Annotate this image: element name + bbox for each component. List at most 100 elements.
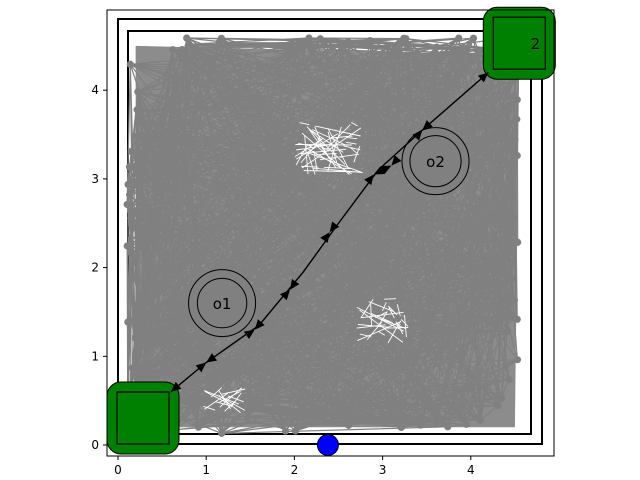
graph-node [505, 375, 513, 384]
graph-node [290, 46, 298, 54]
graph-node [462, 420, 470, 428]
obstacle-inner-ring [196, 277, 248, 329]
obstacle-inner-ring [409, 135, 462, 188]
graph-node [401, 193, 410, 201]
graph-node [494, 317, 503, 326]
path-arrowhead [289, 278, 300, 290]
graph-node [420, 318, 428, 326]
graph-sparse-gap [203, 387, 246, 413]
graph-node [302, 41, 310, 49]
graph-node [494, 402, 502, 410]
obstacle-label: o1 [213, 295, 232, 313]
goal-inner-square [492, 16, 546, 70]
y-tick-label: 0 [91, 438, 99, 452]
graph-node [372, 181, 381, 189]
graph-node [183, 34, 191, 42]
path-arrowhead [329, 221, 340, 233]
x-tick-label: 4 [467, 463, 475, 477]
graph-node [395, 39, 403, 47]
graph-node [456, 413, 464, 421]
y-tick-label: 1 [91, 349, 99, 363]
graph-node [514, 238, 522, 246]
goal-label: 2 [531, 35, 541, 53]
graph-node [141, 133, 149, 141]
graph-node [133, 300, 141, 309]
path-arrowhead [380, 165, 392, 175]
graph-node [215, 38, 223, 47]
graph-node [387, 417, 395, 425]
graph-node [282, 153, 290, 161]
obstacles: o1 o2 [188, 127, 470, 338]
graph-node [131, 334, 139, 342]
graph-node [305, 34, 313, 42]
graph-node [397, 356, 405, 365]
graph-node [133, 153, 141, 161]
graph-node [505, 225, 513, 233]
path-arrowhead [206, 353, 218, 363]
path-arrowhead [373, 165, 385, 175]
graph-node [176, 306, 184, 314]
graph-node [432, 419, 440, 427]
graph-node [317, 161, 325, 169]
graph-node [124, 318, 132, 326]
graph-node [503, 107, 512, 115]
graph-node [135, 227, 143, 235]
x-tick-label: 3 [379, 463, 387, 477]
graph-node [513, 315, 521, 323]
graph-node [316, 35, 324, 43]
path-arrowhead [477, 72, 489, 83]
x-tick-label: 2 [291, 463, 299, 477]
graph-node [178, 227, 186, 236]
graph-node [196, 398, 205, 406]
graph-node [323, 418, 331, 426]
obstacle-o1: o1 [188, 269, 257, 338]
graph-node [397, 423, 405, 432]
path-arrowhead [412, 130, 423, 141]
graph-node [190, 375, 198, 384]
x-axis-ticks: 0 1 2 3 4 [114, 456, 475, 477]
graph-node [494, 123, 502, 131]
graph-node [133, 132, 141, 140]
graph-node [178, 45, 186, 54]
graph-node [422, 263, 430, 271]
graph-node [123, 242, 131, 250]
y-tick-label: 4 [91, 83, 99, 97]
obstacle-label: o2 [426, 153, 445, 171]
graph-node [136, 338, 144, 346]
graph-node [383, 43, 391, 51]
obstacle-outer-ring [188, 269, 257, 338]
graph-node [452, 46, 460, 54]
graph-node [125, 163, 134, 171]
path-arrowhead [254, 319, 265, 330]
graph-node [513, 152, 521, 160]
graph-node [197, 342, 205, 350]
axes-frame [106, 9, 555, 457]
graph-node [476, 416, 484, 424]
graph-node [424, 310, 432, 318]
graph-node [498, 394, 506, 403]
graph-node [152, 284, 161, 292]
graph-node [136, 344, 144, 352]
graph-node [314, 352, 323, 360]
graph-node [356, 137, 364, 145]
graph-node [128, 364, 136, 372]
graph-node [396, 403, 404, 411]
graph-node [218, 429, 226, 437]
graph-node [473, 46, 481, 54]
graph-node [502, 182, 510, 190]
x-tick-label: 0 [114, 463, 122, 477]
graph-node [458, 45, 466, 53]
goal-region-start [106, 381, 180, 455]
graph-node [292, 347, 300, 356]
graph-node [377, 259, 385, 267]
graph-node [267, 393, 275, 401]
graph-node [135, 312, 143, 320]
graph-node [455, 34, 463, 42]
graph-node [134, 169, 142, 177]
graph-node [133, 106, 141, 114]
graph-node [509, 248, 517, 256]
y-tick-label: 3 [91, 172, 99, 186]
graph-node [132, 373, 140, 381]
path-arrowhead [170, 381, 182, 392]
